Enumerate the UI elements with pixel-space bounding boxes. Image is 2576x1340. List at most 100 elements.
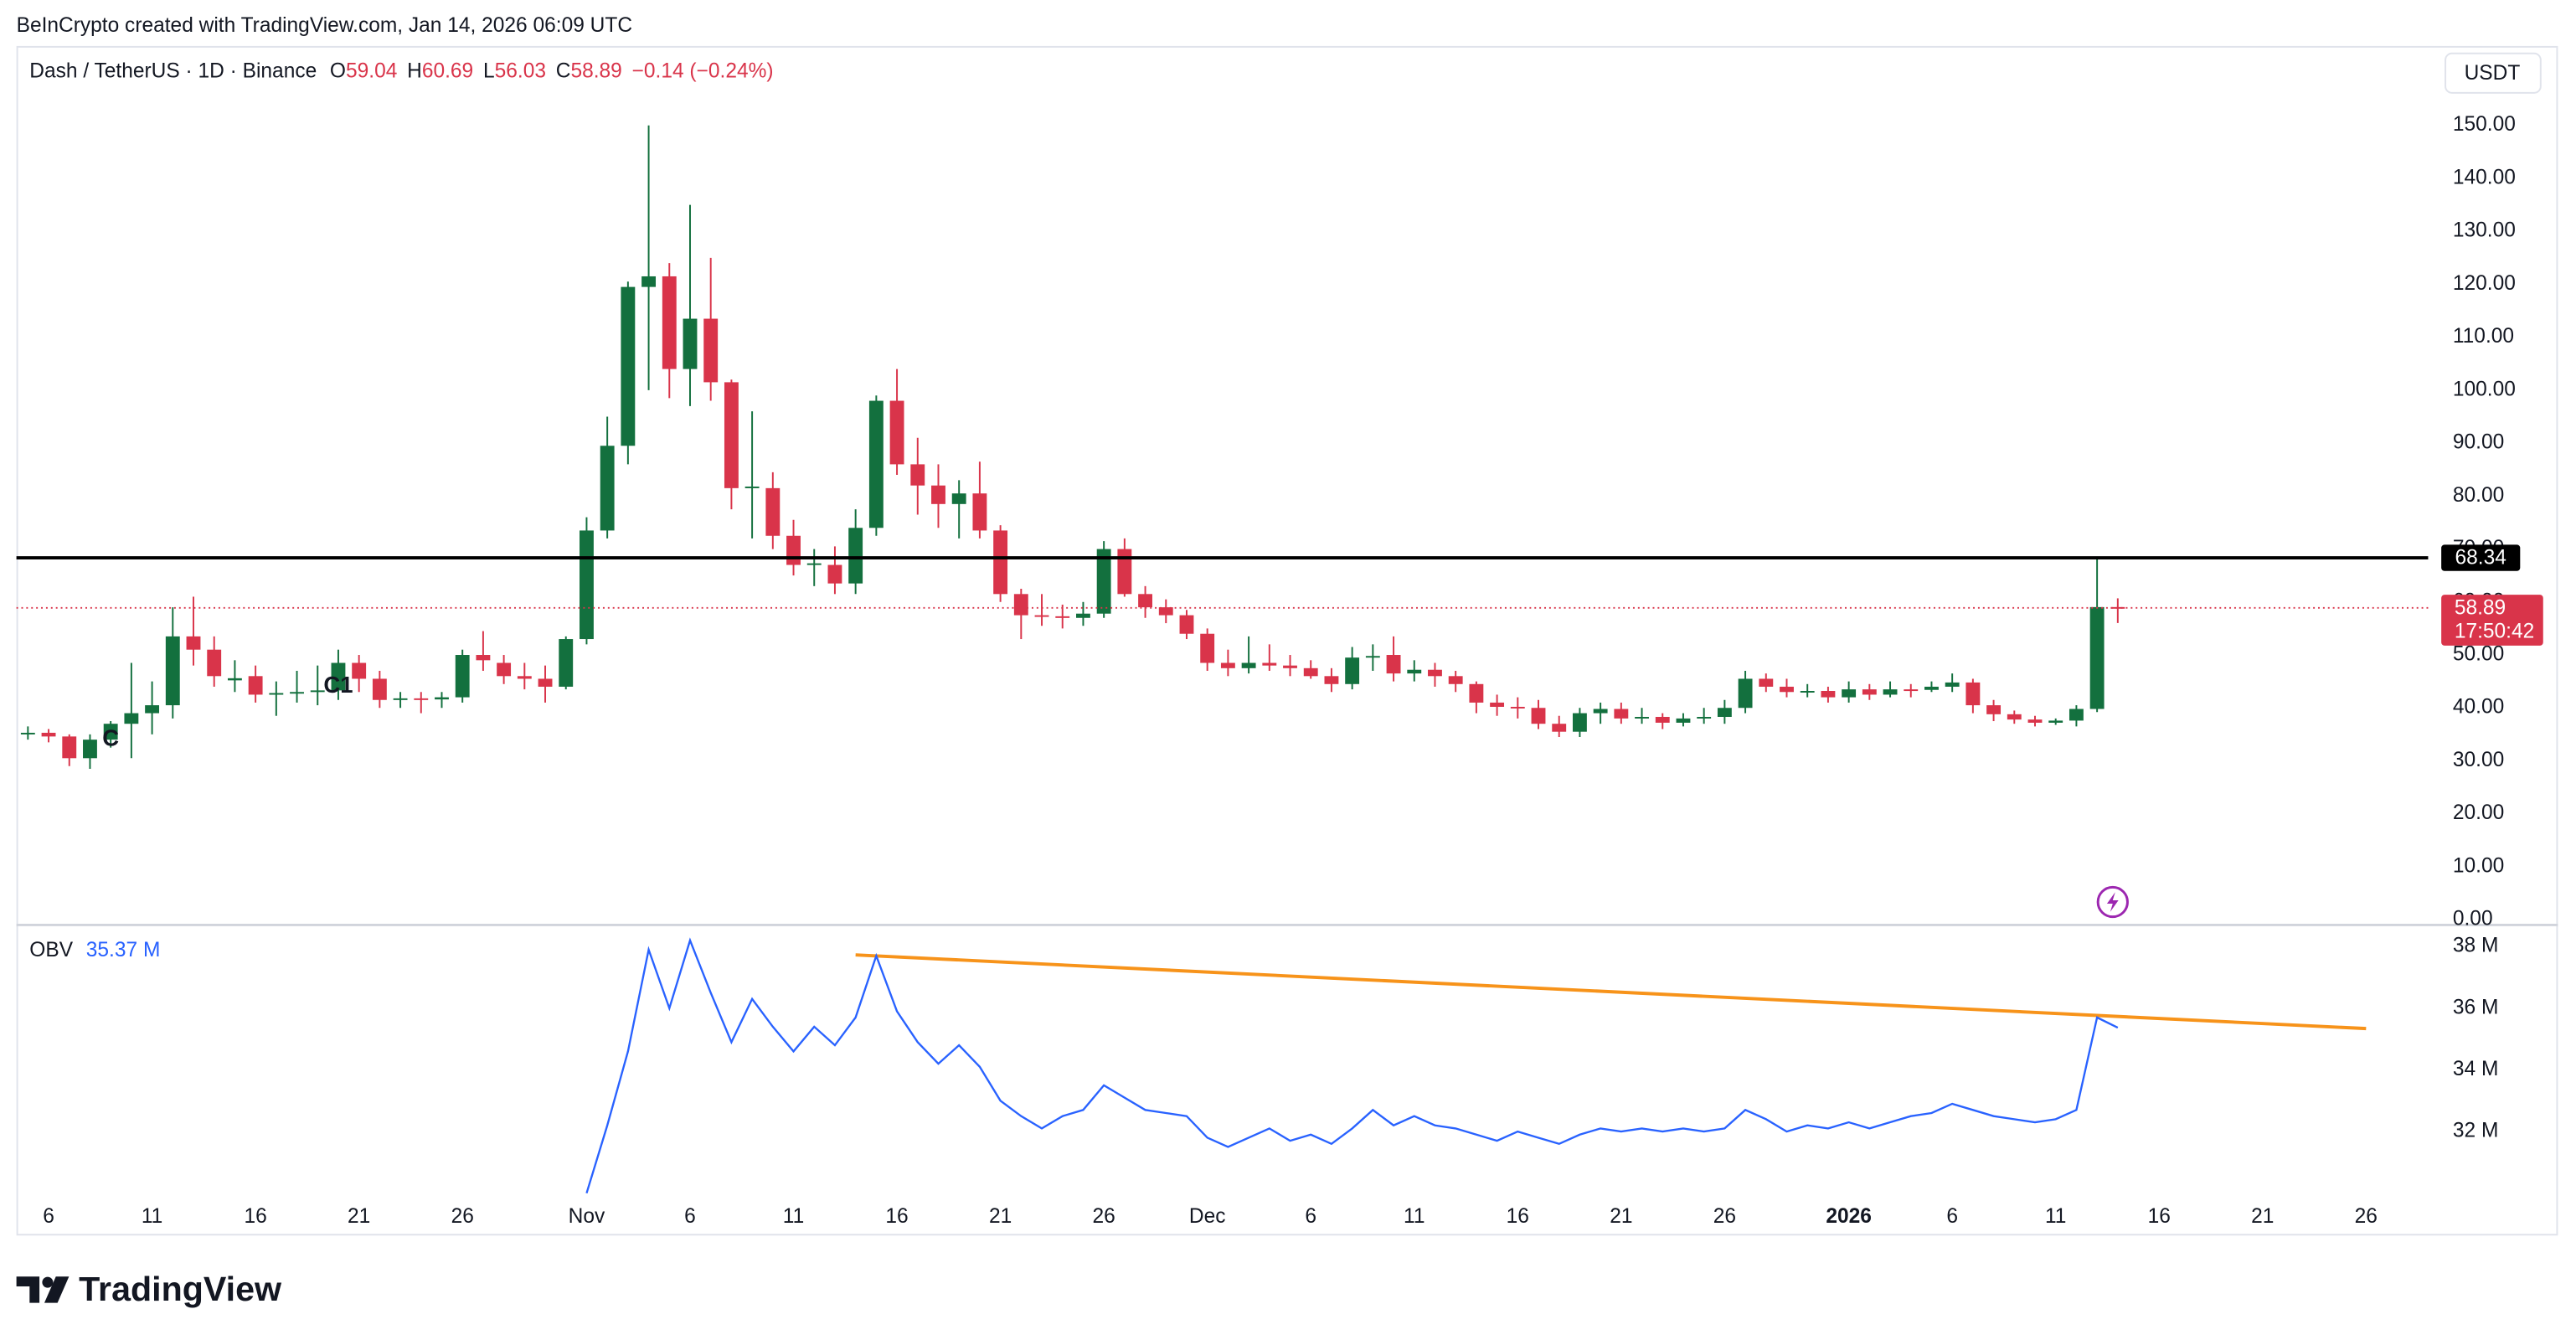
candle-body [2027,719,2043,723]
candle-body [2089,606,2105,709]
candle-body [1179,615,1194,634]
candle-body [62,736,77,759]
y-tick-label: 110.00 [2453,325,2514,348]
ohlc-value: 60.69 [422,60,473,83]
candle-body [372,678,387,700]
candle-body [910,464,925,486]
x-tick-label: 6 [1305,1205,1316,1228]
y-tick-label: 0.00 [2453,908,2493,930]
x-tick-label: 21 [348,1205,370,1228]
candle-body [186,636,201,650]
candle-body [455,655,470,698]
candle-body [2007,714,2022,720]
currency-box[interactable] [2445,52,2542,94]
candle-body [951,493,966,504]
candle-body [1303,667,1318,677]
candle-body [1800,691,1815,693]
candle-body [1717,708,1732,717]
candle-body [1324,676,1339,684]
candle-body [972,493,987,531]
x-tick-label: 21 [1610,1205,1632,1228]
candle-body [1241,662,1256,668]
candle-body [1780,686,1794,693]
candle-body [1490,702,1505,707]
candle-body [868,400,884,528]
candle-body [517,676,532,679]
y-tick-label: 50.00 [2453,643,2504,666]
x-tick-label: 6 [43,1205,54,1228]
legend: Dash / TetherUS · 1D · Binance O59.04 H60.… [29,60,773,83]
candle-body [1883,689,1898,695]
y-tick-label: 36 M [2453,996,2499,1018]
candle-body [414,698,429,700]
x-tick-label: 6 [1946,1205,1958,1228]
candle-body [2110,606,2125,609]
candle-body [1469,683,1484,703]
x-tick-label: 16 [1507,1205,1529,1228]
candle-body [41,732,56,737]
candle-body [765,487,781,536]
candle-body [1428,669,1442,677]
candle-body [724,382,739,488]
candle-body [1676,718,1691,723]
annotation: C1 [323,672,353,698]
y-tick-label: 32 M [2453,1120,2499,1142]
candle-body [352,662,367,679]
trendline [855,953,2367,1031]
candle-body [827,564,842,584]
candle-body [1862,689,1877,695]
candle-body [1842,689,1857,698]
candle-body [559,639,574,687]
candle-body [641,276,657,287]
y-tick-label: 34 M [2453,1058,2499,1080]
chart-frame [16,45,2558,1236]
brand-logo [16,1276,70,1303]
x-tick-label: 26 [1093,1205,1115,1228]
candle-body [1593,709,1608,714]
candle-body [1386,655,1401,674]
y-tick-label: 140.00 [2453,166,2516,188]
x-tick-label: 16 [244,1205,266,1228]
candle-body [2069,709,2084,721]
candle-body [1407,669,1422,674]
candle-body [165,636,180,706]
x-tick-label: 21 [2251,1205,2274,1228]
candle-body [1448,676,1463,684]
candle-body [1614,709,1629,719]
candle-body [248,676,263,695]
candle-body [83,740,97,759]
candle-body [1510,706,1525,709]
candle-body [1552,724,1567,732]
annotation: C [102,724,119,750]
y-tick-label: 150.00 [2453,113,2516,136]
candle-body [1635,716,1649,719]
x-tick-label: Dec [1189,1205,1226,1228]
y-tick-label: 100.00 [2453,378,2516,400]
indicator-legend: OBV 35.37 M [29,939,160,961]
y-tick-label: 30.00 [2453,749,2504,771]
candle-body [703,318,719,383]
currency[interactable]: USDT [2465,62,2521,85]
x-tick-label: 26 [1713,1205,1736,1228]
candle-body [1655,716,1670,723]
candle-body [1013,594,1028,616]
candle-body [1034,615,1049,617]
candle-body [435,697,449,700]
countdown: 17:50:42 [2455,621,2534,643]
x-tick-label: 11 [2045,1205,2066,1228]
lightning-icon[interactable] [2096,885,2129,919]
candle-body [207,649,222,677]
candle-body [1096,549,1111,614]
ohlc-value: 59.04 [346,60,397,83]
candle-body [806,563,822,565]
x-tick-label: 16 [2148,1205,2171,1228]
x-tick-label: 16 [885,1205,908,1228]
candle-body [1158,607,1173,616]
candle-body [331,662,346,691]
candle-body [1220,662,1235,668]
ohlc-letter: L [483,60,495,83]
candle-body [497,662,512,677]
candle-body [1365,656,1380,658]
